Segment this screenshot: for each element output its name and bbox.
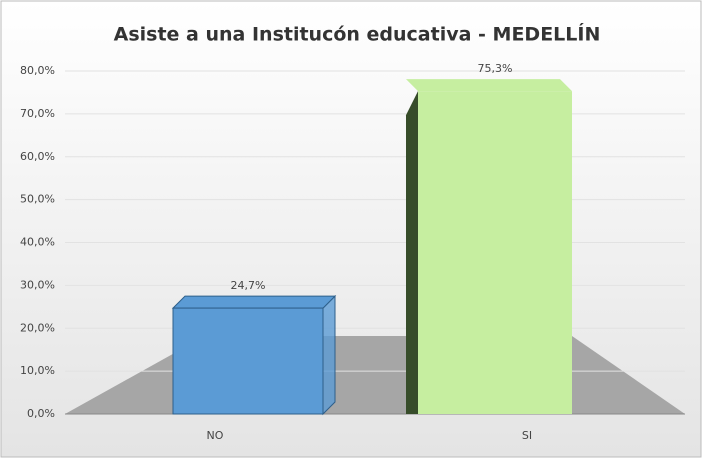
y-tick-label: 10,0% [20,364,55,377]
bar-top [171,295,337,309]
y-tick-label: 50,0% [20,193,55,206]
bar-side [406,91,418,415]
chart-title: Asiste a una Institucón educativa - MEDE… [114,23,601,46]
x-tick-label: NO [207,429,224,442]
x-tick-label: SI [522,429,532,442]
y-tick-label: 20,0% [20,321,55,334]
y-tick-label: 70,0% [20,107,55,120]
bar [172,307,324,415]
y-tick-label: 30,0% [20,278,55,291]
data-label: 24,7% [231,279,266,292]
y-tick-label: 40,0% [20,236,55,249]
data-label: 75,3% [478,62,513,75]
y-tick-label: 80,0% [20,64,55,77]
y-tick-label: 60,0% [20,150,55,163]
bar-side [322,294,336,416]
y-tick-label: 0,0% [27,407,55,420]
bar-top [406,79,572,92]
bar [418,91,572,415]
